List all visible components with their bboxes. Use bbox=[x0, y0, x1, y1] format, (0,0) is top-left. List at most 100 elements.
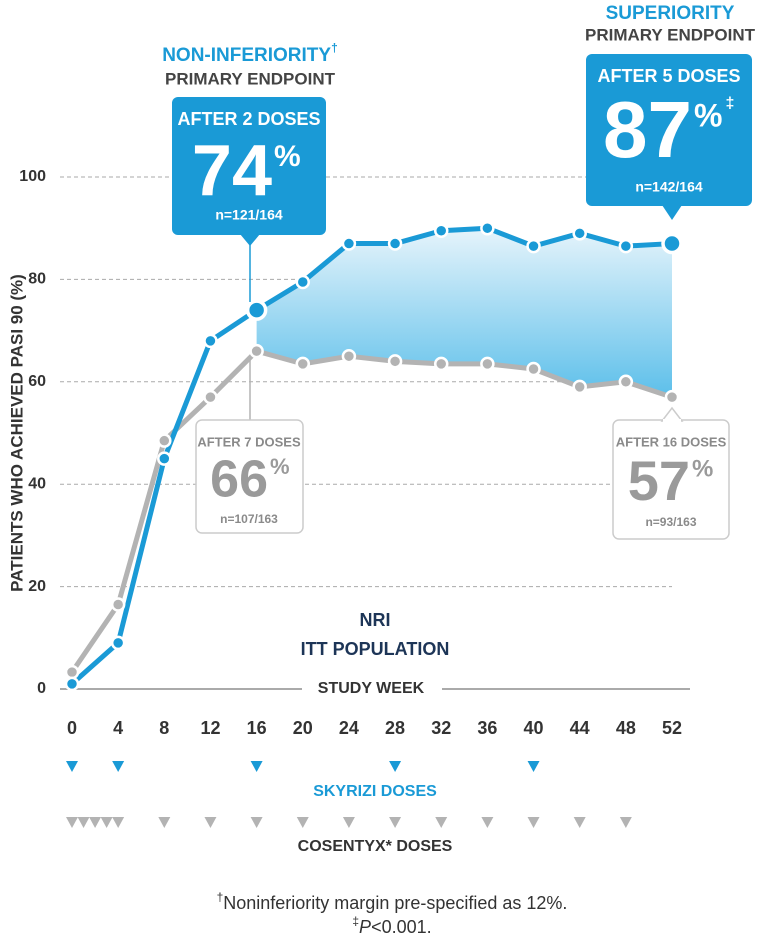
data-point bbox=[572, 226, 587, 241]
x-tick-label: 36 bbox=[477, 718, 497, 738]
callout-unit: % bbox=[692, 455, 713, 482]
x-tick-label: 0 bbox=[67, 718, 77, 738]
data-point bbox=[480, 356, 495, 372]
data-point bbox=[618, 238, 634, 254]
callout-pointer bbox=[662, 205, 682, 220]
data-point bbox=[618, 374, 634, 390]
y-tick-label: 60 bbox=[28, 373, 46, 390]
dose-marker bbox=[389, 761, 402, 772]
callout-box bbox=[586, 54, 752, 206]
data-point bbox=[157, 433, 172, 448]
dose-marker bbox=[204, 817, 217, 828]
x-tick-label: 28 bbox=[385, 718, 405, 738]
dose-marker bbox=[158, 817, 171, 828]
callout-doses: AFTER 5 DOSES bbox=[597, 66, 740, 86]
note: ITT POPULATION bbox=[301, 639, 450, 659]
y-tick-label: 100 bbox=[19, 168, 46, 185]
dose-marker bbox=[389, 817, 402, 828]
dose-marker bbox=[77, 817, 90, 828]
callout-n: n=142/164 bbox=[635, 179, 703, 195]
dose-label: SKYRIZI DOSES bbox=[313, 783, 437, 800]
x-tick-label: 20 bbox=[293, 718, 313, 738]
callout-n: n=93/163 bbox=[645, 515, 696, 529]
pointer-cover bbox=[663, 419, 681, 422]
callout-subtitle: PRIMARY ENDPOINT bbox=[165, 69, 336, 88]
callout-n: n=107/163 bbox=[220, 512, 278, 526]
x-tick-label: 12 bbox=[200, 718, 220, 738]
callout-doses: AFTER 16 DOSES bbox=[616, 434, 727, 449]
data-point bbox=[387, 354, 403, 369]
callout-doses: AFTER 7 DOSES bbox=[197, 434, 301, 449]
footnote: ‡P<0.001. bbox=[352, 914, 431, 937]
dose-marker bbox=[66, 817, 78, 828]
dose-marker bbox=[296, 817, 309, 828]
x-tick-label: 16 bbox=[247, 718, 267, 738]
data-point bbox=[295, 356, 311, 372]
callout-box bbox=[172, 97, 326, 235]
callout-value: 57 bbox=[628, 449, 690, 512]
x-tick-label: 4 bbox=[113, 718, 123, 738]
dose-marker bbox=[342, 817, 355, 828]
callout-doses: AFTER 2 DOSES bbox=[177, 109, 320, 129]
data-point bbox=[387, 236, 403, 251]
x-tick-label: 32 bbox=[431, 718, 451, 738]
dose-label: COSENTYX* DOSES bbox=[298, 838, 453, 855]
data-point bbox=[157, 451, 172, 466]
callout-value: 87 bbox=[603, 85, 692, 174]
data-point bbox=[341, 348, 357, 364]
data-point bbox=[110, 597, 126, 612]
callout-title: NON-INFERIORITY† bbox=[162, 41, 338, 66]
data-point bbox=[249, 343, 264, 359]
x-tick-label: 40 bbox=[524, 718, 544, 738]
data-point bbox=[245, 299, 268, 321]
callout-unit: % bbox=[694, 97, 722, 133]
x-tick-label: 8 bbox=[159, 718, 169, 738]
dose-marker bbox=[435, 817, 448, 828]
callout-mark: ‡ bbox=[725, 95, 734, 112]
callout-subtitle: PRIMARY ENDPOINT bbox=[585, 25, 756, 44]
data-point bbox=[295, 274, 311, 290]
callout-title: SUPERIORITY bbox=[606, 3, 735, 24]
data-point bbox=[433, 356, 449, 372]
y-tick-label: 20 bbox=[28, 578, 46, 595]
data-point bbox=[203, 389, 218, 405]
data-point bbox=[526, 238, 541, 254]
callout-value: 74 bbox=[192, 131, 272, 211]
x-axis-label: STUDY WEEK bbox=[318, 680, 425, 697]
dose-marker bbox=[66, 761, 78, 772]
y-tick-label: 0 bbox=[37, 680, 46, 697]
dose-marker bbox=[481, 817, 494, 828]
data-point bbox=[664, 389, 680, 405]
dose-marker bbox=[250, 817, 263, 828]
data-point bbox=[526, 361, 541, 377]
data-point bbox=[572, 379, 587, 395]
difference-area bbox=[256, 228, 672, 398]
x-tick-label: 52 bbox=[662, 718, 682, 738]
dose-marker bbox=[527, 761, 540, 772]
data-point bbox=[110, 635, 126, 651]
dose-marker bbox=[100, 817, 113, 828]
callout-pointer bbox=[240, 234, 260, 246]
y-axis-label: PATIENTS WHO ACHIEVED PASI 90 (%) bbox=[7, 274, 26, 592]
dose-marker bbox=[112, 761, 125, 772]
callout-box bbox=[195, 419, 304, 534]
y-tick-label: 40 bbox=[28, 475, 46, 492]
callout-n: n=121/164 bbox=[215, 207, 283, 223]
note: NRI bbox=[360, 610, 391, 630]
callout-unit: % bbox=[274, 140, 301, 173]
callout-unit: % bbox=[270, 454, 290, 479]
callout-value: 66 bbox=[210, 451, 268, 509]
dose-marker bbox=[619, 817, 632, 828]
data-point bbox=[64, 676, 80, 692]
data-point bbox=[480, 220, 495, 236]
data-point bbox=[203, 333, 218, 349]
x-tick-label: 44 bbox=[570, 718, 590, 738]
data-point bbox=[341, 236, 357, 251]
data-point bbox=[661, 232, 683, 255]
x-tick-label: 24 bbox=[339, 718, 359, 738]
dose-marker bbox=[573, 817, 586, 828]
dose-marker bbox=[250, 761, 263, 772]
data-point bbox=[433, 223, 449, 239]
data-point bbox=[64, 664, 80, 680]
